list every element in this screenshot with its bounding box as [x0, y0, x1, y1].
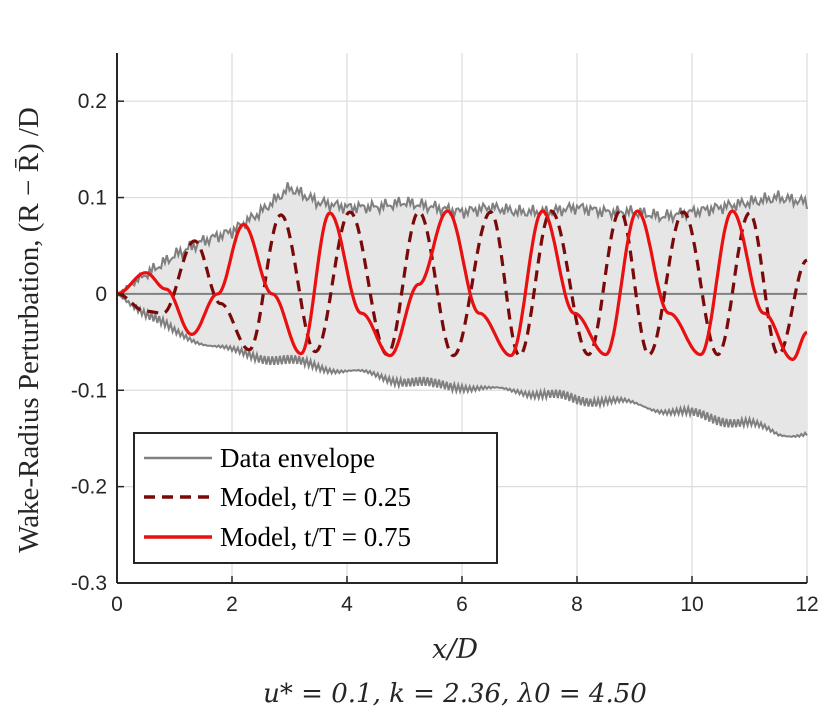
x-tick-label: 6 — [456, 593, 468, 616]
legend-label-model-025: Model, t/T = 0.25 — [220, 482, 411, 512]
legend-label-model-075: Model, t/T = 0.75 — [220, 522, 411, 552]
parameter-caption: u* = 0.1, k = 2.36, λ0 = 4.50 — [263, 679, 647, 709]
series-line-model-025 — [116, 209, 808, 358]
x-tick-label: 0 — [111, 593, 123, 616]
legend-label-envelope: Data envelope — [220, 443, 375, 473]
x-axis-label: x/D — [432, 634, 478, 665]
series-line-model-075 — [116, 209, 808, 361]
x-tick-label: 4 — [341, 593, 353, 616]
y-axis-label: Wake-Radius Perturbation, (R − R̄) /D — [13, 107, 45, 553]
envelope-layer — [116, 182, 808, 439]
series-layer — [116, 209, 808, 361]
y-tick-label: 0.1 — [78, 187, 107, 210]
y-tick-label: -0.1 — [71, 379, 107, 402]
x-tick-label: 10 — [680, 593, 703, 616]
legend-box — [133, 432, 498, 564]
envelope-upper-line — [116, 182, 808, 295]
y-tick-label: 0.2 — [78, 90, 107, 113]
legend: Data envelope Model, t/T = 0.25 Model, t… — [133, 432, 498, 564]
envelope-lower-line — [116, 293, 808, 439]
x-tick-label: 12 — [795, 593, 818, 616]
tick-layer: 0 2 4 6 8 10 12 -0.3 -0.2 -0.1 0 0.1 0.2 — [71, 90, 819, 616]
envelope-fill — [117, 182, 807, 437]
x-tick-label: 2 — [226, 593, 238, 616]
x-tick-label: 8 — [571, 593, 583, 616]
y-tick-label: -0.3 — [71, 572, 107, 595]
y-tick-label: 0 — [95, 283, 107, 306]
y-tick-label: -0.2 — [71, 476, 107, 499]
